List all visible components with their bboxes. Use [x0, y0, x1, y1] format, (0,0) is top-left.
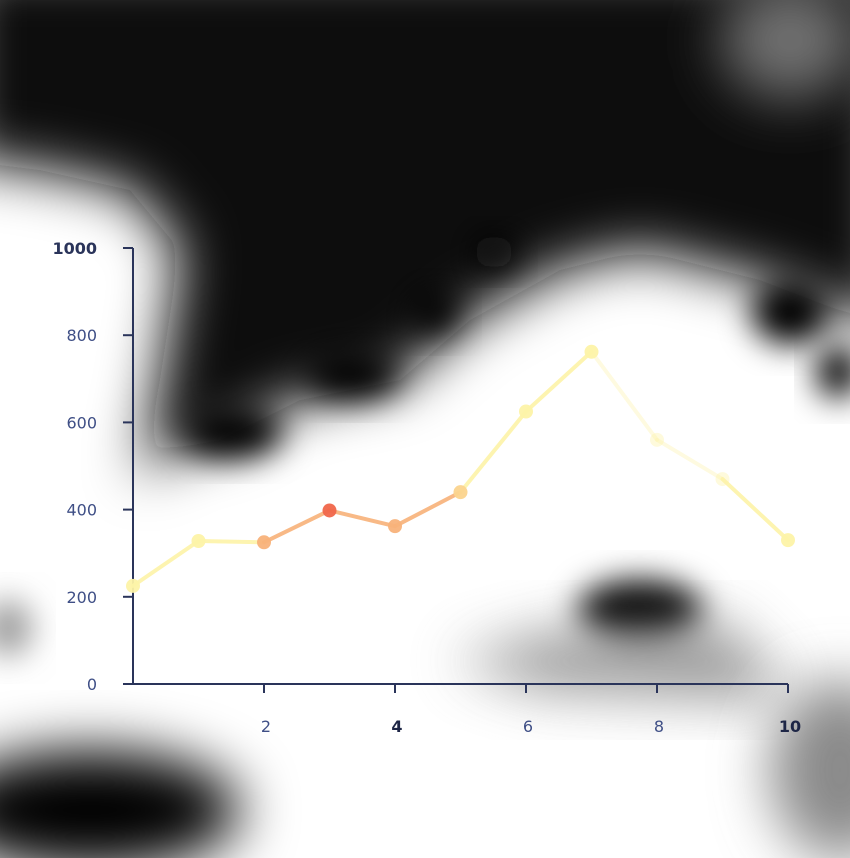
data-point: [257, 535, 271, 550]
series-segment: [524, 349, 594, 414]
x-tick-label: 4: [391, 717, 402, 736]
series-points: [126, 344, 795, 593]
y-tick-label: 200: [66, 588, 97, 607]
data-point: [715, 472, 730, 487]
series-segment: [655, 437, 725, 482]
series-segment: [262, 508, 332, 545]
data-point: [781, 533, 795, 548]
series-segment: [458, 409, 528, 495]
series-segment: [393, 490, 463, 529]
data-point: [650, 432, 664, 447]
data-point: [584, 344, 599, 359]
data-point: [388, 519, 402, 534]
y-axis-ticks: 0 200 400 600 800 1000: [52, 239, 133, 694]
data-point: [126, 578, 140, 593]
y-tick-label: 400: [66, 501, 97, 520]
x-tick-label: 8: [654, 717, 664, 736]
data-point: [322, 503, 337, 518]
chart-axes: [132, 248, 788, 685]
series-segment: [196, 538, 266, 545]
x-tick-label: 6: [523, 717, 533, 736]
series-segment: [720, 477, 790, 543]
data-point: [519, 404, 533, 419]
y-tick-label: 600: [66, 413, 97, 432]
y-tick-label: 0: [87, 675, 97, 694]
series-line: [131, 349, 790, 588]
series-segment: [589, 349, 659, 442]
x-tick-label: 10: [779, 717, 801, 736]
data-point: [191, 533, 206, 548]
x-axis-ticks: 2 4 6 8 10: [261, 684, 801, 736]
y-tick-label: 800: [66, 326, 97, 345]
x-tick-label: 2: [261, 717, 271, 736]
series-segment: [327, 508, 397, 529]
data-point: [453, 485, 468, 500]
series-segment: [131, 538, 201, 588]
y-tick-label: 1000: [52, 239, 97, 258]
